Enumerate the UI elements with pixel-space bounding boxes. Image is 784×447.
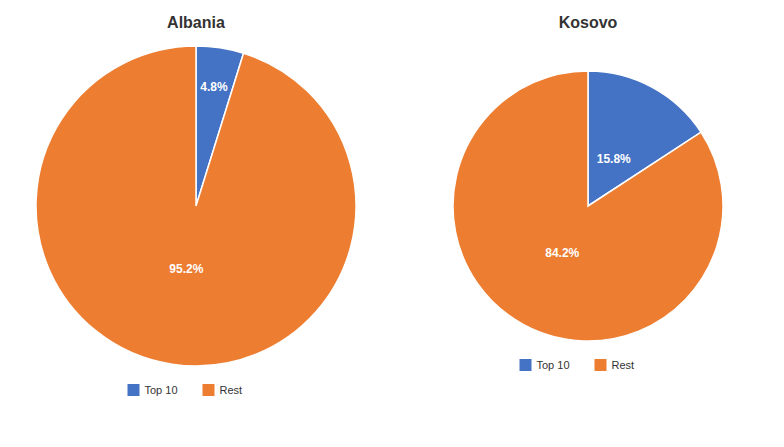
legend-swatch (203, 384, 215, 396)
legend-label: Top 10 (145, 384, 178, 396)
data-label: 4.8% (200, 80, 228, 94)
legend-swatch (595, 359, 607, 371)
legend: Top 10 Rest (128, 384, 243, 396)
data-labels: 15.8% 84.2% (545, 152, 631, 261)
data-label: 15.8% (597, 152, 631, 166)
legend: Top 10 Rest (520, 359, 635, 371)
legend-label: Top 10 (537, 359, 570, 371)
legend-swatch (520, 359, 532, 371)
data-label: 84.2% (545, 246, 579, 260)
legend-label: Rest (612, 359, 635, 371)
pie-slice (36, 46, 356, 366)
legend-item: Top 10 (128, 384, 178, 396)
pie-slice (453, 71, 723, 341)
data-labels: 4.8% 95.2% (169, 80, 228, 276)
legend-item: Rest (203, 384, 243, 396)
pie-panel: Kosovo 15.8% 84.2% Top 10 Rest (453, 14, 723, 371)
legend-item: Top 10 (520, 359, 570, 371)
pie-panel: Albania 4.8% 95.2% Top 10 Rest (36, 14, 356, 396)
legend-label: Rest (220, 384, 243, 396)
legend-swatch (128, 384, 140, 396)
chart-title: Kosovo (559, 14, 618, 31)
data-label: 95.2% (169, 262, 203, 276)
legend-item: Rest (595, 359, 635, 371)
chart-title: Albania (167, 14, 225, 31)
chart-root: Albania 4.8% 95.2% Top 10 Rest Kosovo 15.8% 84.… (0, 0, 784, 447)
slices (36, 46, 356, 366)
slices (453, 71, 723, 341)
